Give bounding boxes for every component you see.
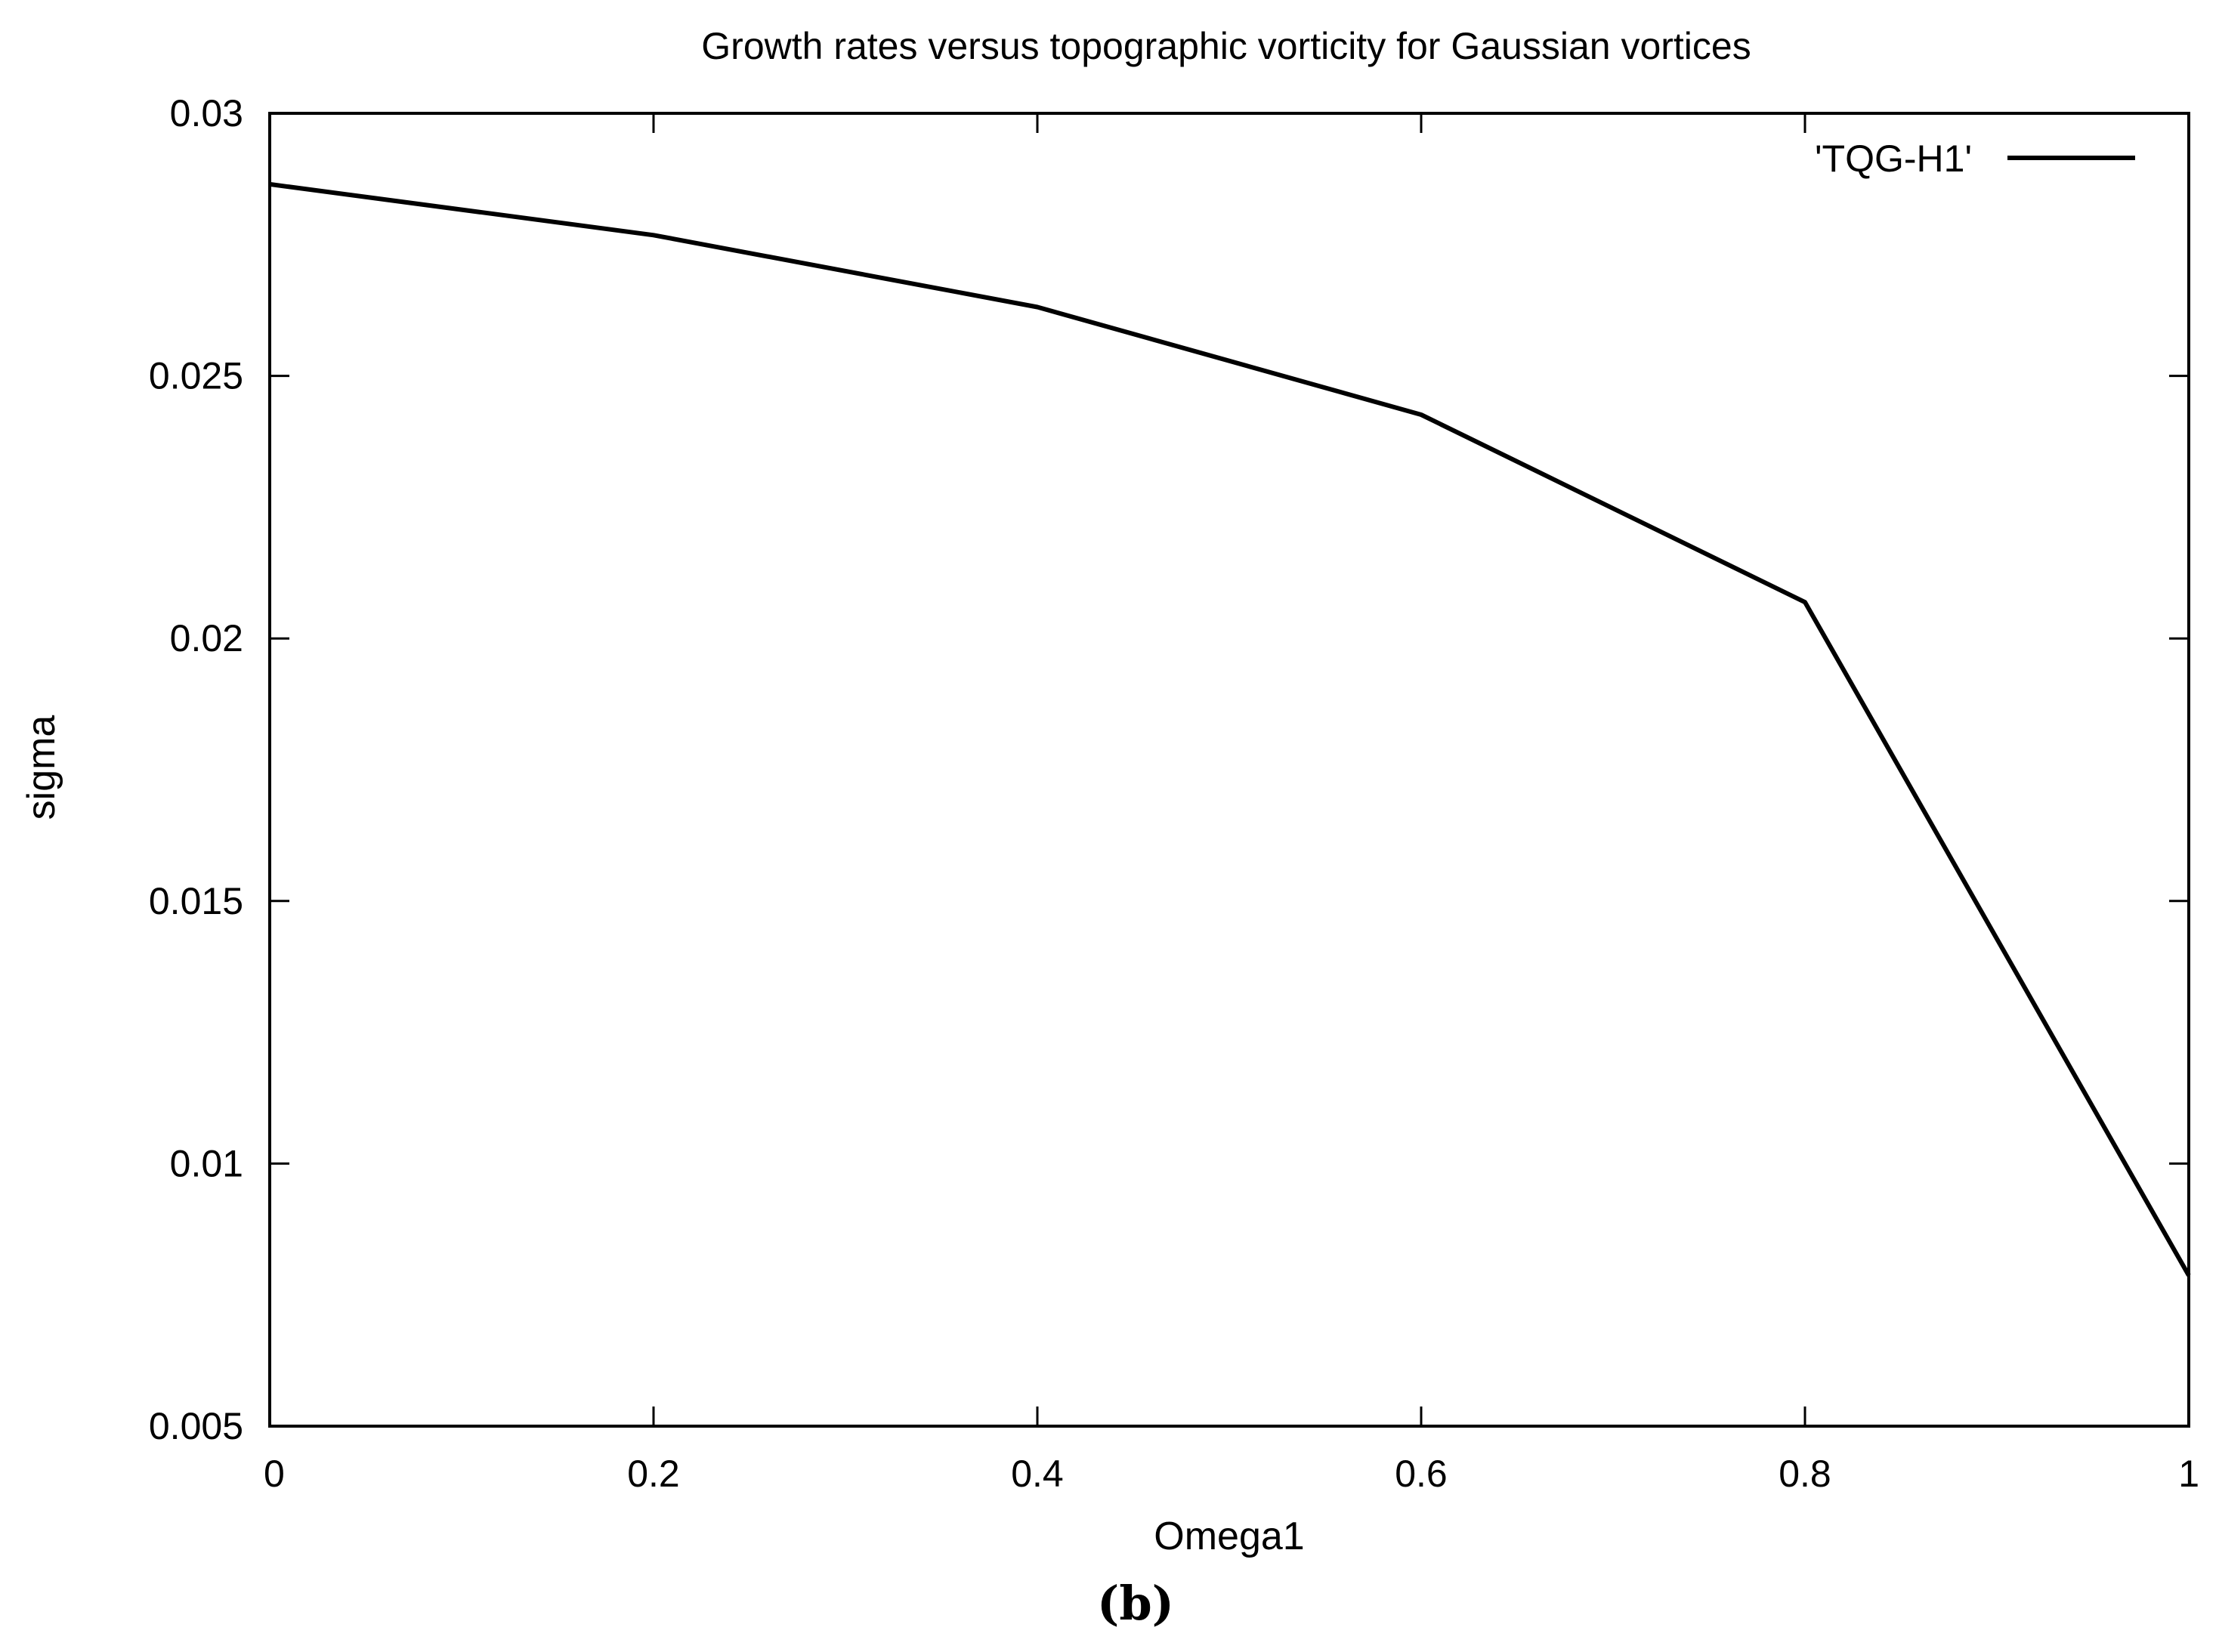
x-tick-label: 1 [2178, 1453, 2199, 1495]
data-point [1036, 306, 1039, 309]
chart-title: Growth rates versus topographic vorticit… [701, 25, 1751, 67]
y-axis-tick-labels: 0.005 0.01 0.015 0.02 0.025 0.03 [149, 92, 243, 1447]
data-point [1803, 601, 1806, 604]
series-line-tqg-h1 [269, 181, 2191, 1277]
data-point [2187, 1274, 2190, 1277]
series-group [268, 181, 2191, 1277]
x-tick-label: 0.4 [1011, 1453, 1064, 1495]
plot-area [268, 112, 2190, 1428]
x-axis-tick-labels: 0 0.2 0.4 0.6 0.8 1 [264, 1453, 2199, 1495]
x-tick-label: 0.8 [1779, 1453, 1831, 1495]
x-tick-label: 0.6 [1395, 1453, 1448, 1495]
x-tick-label: 0.2 [627, 1453, 680, 1495]
legend: 'TQG-H1' [1815, 137, 2135, 180]
axis-ticks [268, 112, 2190, 1428]
y-axis-label: sigma [20, 715, 63, 820]
y-tick-label: 0.01 [170, 1142, 243, 1184]
legend-entry-label: 'TQG-H1' [1815, 137, 1972, 180]
y-tick-label: 0.005 [149, 1405, 243, 1447]
panel-label: (b) [1097, 1576, 1174, 1631]
y-tick-label: 0.015 [149, 880, 243, 922]
data-point [1420, 413, 1423, 416]
y-tick-label: 0.02 [170, 617, 243, 659]
data-point [652, 233, 655, 236]
x-axis-label: Omega1 [1154, 1515, 1304, 1558]
data-point [268, 183, 271, 186]
y-tick-label: 0.03 [170, 92, 243, 134]
y-tick-label: 0.025 [149, 355, 243, 397]
plot-frame [268, 112, 2190, 1428]
x-tick-label: 0 [264, 1453, 285, 1495]
